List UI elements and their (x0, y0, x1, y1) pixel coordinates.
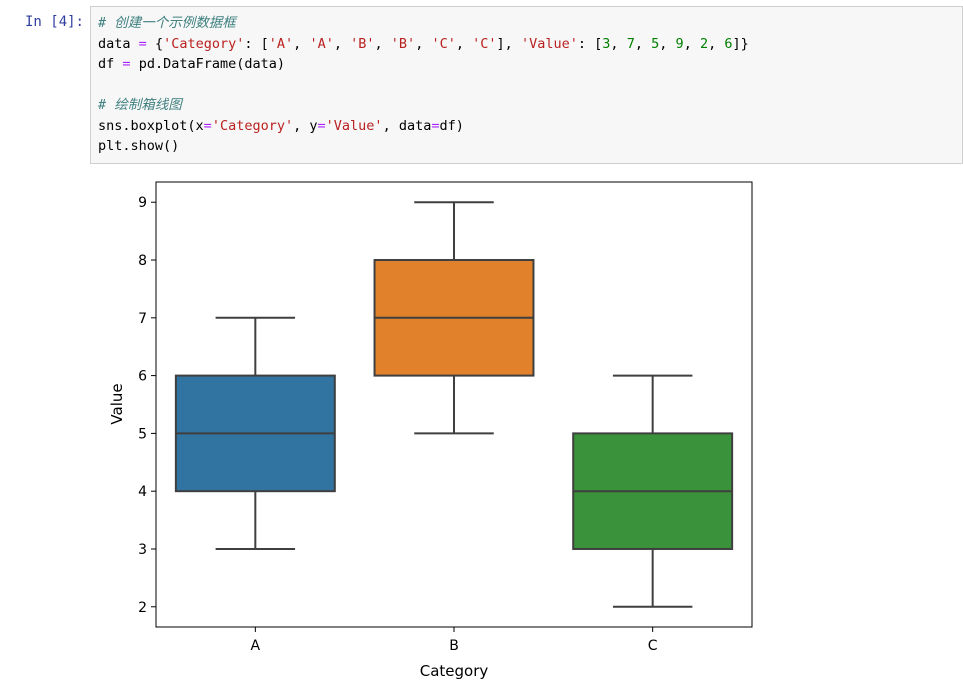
x-tick-label: C (648, 638, 658, 654)
x-tick-label: A (251, 638, 261, 654)
code-token: , (333, 35, 342, 52)
code-line-5: # 绘制箱线图 (98, 95, 962, 116)
code-line-2: data = {'Category': ['A', 'A', 'B', 'B',… (98, 34, 962, 55)
cell-output: 2 3 4 5 6 7 8 9 A B C Value Category (90, 170, 963, 690)
code-token: , (415, 35, 424, 52)
x-tick-label: B (449, 638, 459, 654)
code-token: data (398, 117, 432, 134)
x-axis: A B C (251, 627, 658, 654)
code-token: = (203, 117, 212, 134)
code-token: 'A' (268, 35, 294, 52)
code-token: 'Category' (211, 117, 294, 134)
code-cell[interactable]: # 创建一个示例数据框 data = {'Category': ['A', 'A… (90, 6, 963, 164)
code-token: ] (496, 35, 505, 52)
code-token: 2 (699, 35, 709, 52)
y-tick-label: 2 (138, 600, 147, 616)
code-token: 3 (602, 35, 611, 52)
code-token: } (740, 35, 749, 52)
code-comment: # 创建一个示例数据框 (98, 15, 236, 31)
code-token: 'Value' (325, 117, 383, 134)
code-token: [ (594, 35, 603, 52)
code-token: , (610, 35, 619, 52)
code-token: 'A' (309, 35, 334, 52)
y-tick-label: 3 (138, 542, 147, 558)
code-token: [ (260, 35, 269, 52)
code-token: , (382, 117, 391, 134)
code-token: , (683, 35, 692, 52)
code-token: 'Value' (520, 35, 578, 52)
code-token: 7 (626, 35, 635, 52)
code-line-6: sns.boxplot(x='Category', y='Value', dat… (98, 116, 962, 137)
y-axis-label: Value (108, 383, 126, 424)
code-token: ] (732, 35, 741, 52)
code-token: , (708, 35, 717, 52)
y-tick-label: 5 (138, 426, 147, 442)
code-token: 'B' (350, 35, 375, 52)
boxes-layer (174, 201, 734, 608)
code-token: 9 (675, 35, 684, 52)
code-token: , (504, 35, 513, 52)
code-token: 5 (651, 35, 660, 52)
code-token: , (455, 35, 464, 52)
code-token: y (309, 117, 318, 134)
y-tick-label: 6 (138, 369, 147, 385)
code-line-4 (98, 75, 962, 96)
code-line-1: # 创建一个示例数据框 (98, 13, 962, 34)
code-token: 'Category' (163, 35, 245, 52)
code-token: , (659, 35, 668, 52)
code-token: pd.DataFrame(data) (138, 56, 285, 72)
code-token: df (98, 56, 115, 72)
code-token: plt.show() (98, 138, 180, 154)
code-line-7: plt.show() (98, 136, 962, 157)
y-axis: 2 3 4 5 6 7 8 9 (138, 195, 156, 616)
code-token: 'B' (390, 35, 416, 52)
boxplot-chart: 2 3 4 5 6 7 8 9 A B C Value Category (108, 181, 753, 680)
code-token: , (374, 35, 383, 52)
y-tick-label: 9 (138, 195, 147, 211)
code-token: : (244, 35, 253, 52)
code-token: sns.boxplot(x (98, 117, 204, 134)
code-token: 6 (724, 35, 733, 52)
code-token: = (431, 117, 440, 134)
code-token: 'C' (472, 35, 497, 52)
code-token: { (154, 35, 164, 52)
code-token: = (122, 56, 131, 72)
code-token: : (577, 35, 586, 52)
code-token: , (293, 117, 302, 134)
code-line-3: df = pd.DataFrame(data) (98, 54, 962, 75)
code-token: data (98, 35, 131, 52)
code-token: = (138, 35, 147, 52)
code-token: , (293, 35, 302, 52)
code-comment: # 绘制箱线图 (98, 97, 182, 113)
code-token: 'C' (431, 35, 456, 52)
y-tick-label: 4 (138, 484, 147, 500)
code-token: = (317, 117, 326, 134)
code-token: , (634, 35, 643, 52)
code-token: df) (439, 117, 464, 134)
y-tick-label: 7 (138, 311, 147, 327)
x-axis-label: Category (420, 662, 489, 680)
y-tick-label: 8 (138, 253, 147, 269)
cell-prompt: In [4]: (24, 14, 84, 30)
